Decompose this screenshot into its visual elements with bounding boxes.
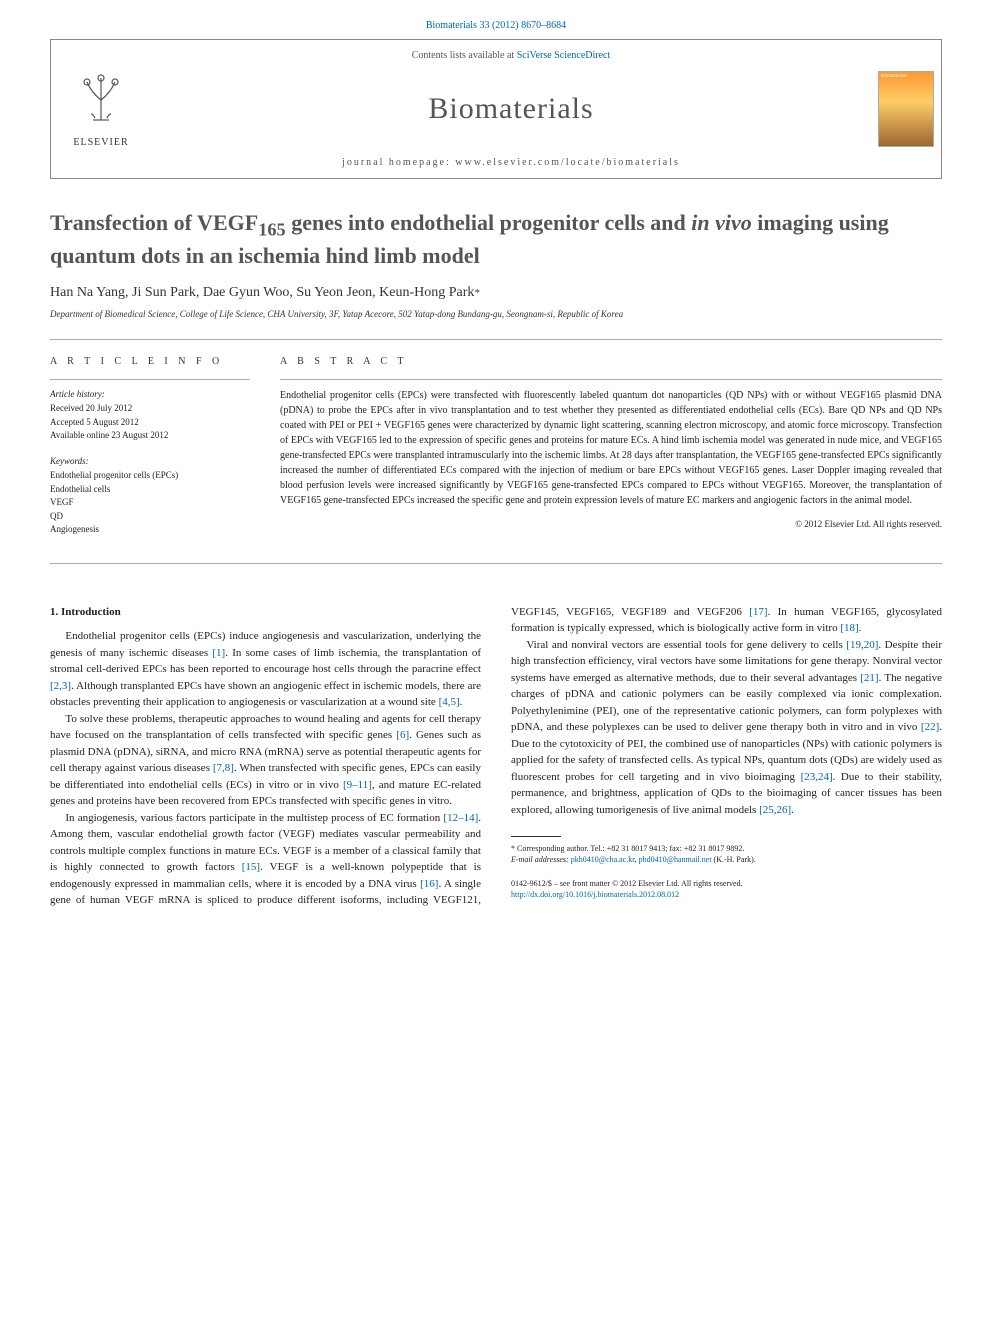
history-block: Article history: Received 20 July 2012 A…: [50, 388, 250, 443]
email-link[interactable]: phd0410@hanmail.net: [639, 855, 712, 864]
ref-link[interactable]: [4,5]: [439, 696, 460, 708]
issn-line: 0142-9612/$ – see front matter © 2012 El…: [511, 878, 942, 889]
ref-link[interactable]: [18]: [840, 622, 858, 634]
ref-link[interactable]: [17]: [749, 606, 767, 618]
authors-text: Han Na Yang, Ji Sun Park, Dae Gyun Woo, …: [50, 285, 474, 300]
elsevier-logo: ELSEVIER: [51, 40, 151, 178]
divider-bottom: [50, 563, 942, 564]
divider-info: [50, 379, 250, 380]
journal-header: ELSEVIER Contents lists available at Sci…: [50, 39, 942, 179]
keyword-item: QD: [50, 510, 250, 524]
top-citation: Biomaterials 33 (2012) 8670–8684: [50, 20, 942, 31]
journal-homepage: journal homepage: www.elsevier.com/locat…: [342, 157, 680, 168]
ref-link[interactable]: [16]: [420, 878, 438, 890]
ref-link[interactable]: [9–11]: [343, 779, 372, 791]
p4-text: Viral and nonviral vectors are essential…: [526, 639, 846, 651]
ref-link[interactable]: [6]: [396, 729, 409, 741]
article-title: Transfection of VEGF165 genes into endot…: [50, 209, 942, 271]
abstract-column: A B S T R A C T Endothelial progenitor c…: [280, 354, 942, 549]
article-info-column: A R T I C L E I N F O Article history: R…: [50, 354, 250, 549]
p3-text: .: [859, 622, 862, 634]
elsevier-tree-icon: [73, 70, 129, 133]
affiliation: Department of Biomedical Science, Colleg…: [50, 309, 942, 319]
homepage-label: journal homepage:: [342, 157, 455, 168]
section-1-head: 1. Introduction: [50, 604, 481, 621]
ref-link[interactable]: [15]: [242, 861, 260, 873]
abstract-copyright: © 2012 Elsevier Ltd. All rights reserved…: [280, 518, 942, 532]
ref-link[interactable]: [12–14]: [443, 812, 478, 824]
info-abstract-row: A R T I C L E I N F O Article history: R…: [50, 340, 942, 563]
keywords-head: Keywords:: [50, 455, 250, 469]
journal-name: Biomaterials: [428, 92, 593, 126]
keyword-item: VEGF: [50, 496, 250, 510]
footer-separator: [511, 836, 561, 837]
title-italic: in vivo: [691, 210, 752, 235]
history-accepted: Accepted 5 August 2012: [50, 416, 250, 430]
ref-link[interactable]: [1]: [212, 647, 225, 659]
intro-paragraph-2: To solve these problems, therapeutic app…: [50, 711, 481, 810]
keyword-item: Endothelial cells: [50, 483, 250, 497]
authors-line: Han Na Yang, Ji Sun Park, Dae Gyun Woo, …: [50, 285, 942, 301]
header-center: Contents lists available at SciVerse Sci…: [151, 40, 871, 178]
email-label: E-mail addresses:: [511, 855, 571, 864]
abstract-text: Endothelial progenitor cells (EPCs) were…: [280, 388, 942, 508]
journal-cover-thumb: Biomaterials: [871, 40, 941, 178]
email-line: E-mail addresses: pkh0410@cha.ac.kr, phd…: [511, 854, 942, 865]
body-columns: 1. Introduction Endothelial progenitor c…: [50, 604, 942, 909]
ref-link[interactable]: [2,3]: [50, 680, 71, 692]
p3-text: In angiogenesis, various factors partici…: [65, 812, 443, 824]
keyword-item: Endothelial progenitor cells (EPCs): [50, 469, 250, 483]
keywords-block: Keywords: Endothelial progenitor cells (…: [50, 455, 250, 537]
ref-link[interactable]: [23,24]: [801, 771, 833, 783]
ref-link[interactable]: [22]: [921, 721, 939, 733]
publisher-name: ELSEVIER: [73, 137, 128, 148]
ref-link[interactable]: [25,26]: [759, 804, 791, 816]
title-part-b: genes into endothelial progenitor cells …: [286, 210, 692, 235]
title-part-a: Transfection of VEGF: [50, 210, 258, 235]
homepage-url[interactable]: www.elsevier.com/locate/biomaterials: [455, 157, 680, 168]
corresponding-marker: *: [474, 287, 480, 299]
history-online: Available online 23 August 2012: [50, 429, 250, 443]
contents-available-line: Contents lists available at SciVerse Sci…: [412, 50, 611, 61]
intro-paragraph-4: Viral and nonviral vectors are essential…: [511, 637, 942, 819]
p1-text: .: [460, 696, 463, 708]
sciencedirect-link[interactable]: SciVerse ScienceDirect: [517, 50, 611, 61]
corresponding-author-note: * Corresponding author. Tel.: +82 31 801…: [511, 843, 942, 854]
email-link[interactable]: pkh0410@cha.ac.kr: [571, 855, 635, 864]
title-subscript: 165: [258, 219, 286, 239]
p4-text: .: [791, 804, 794, 816]
email-suffix: (K.-H. Park).: [712, 855, 756, 864]
article-info-head: A R T I C L E I N F O: [50, 354, 250, 369]
divider-abs: [280, 379, 942, 380]
intro-paragraph-1: Endothelial progenitor cells (EPCs) indu…: [50, 628, 481, 711]
ref-link[interactable]: [19,20]: [846, 639, 878, 651]
keyword-item: Angiogenesis: [50, 523, 250, 537]
ref-link[interactable]: [21]: [860, 672, 878, 684]
history-received: Received 20 July 2012: [50, 402, 250, 416]
contents-prefix: Contents lists available at: [412, 50, 517, 61]
abstract-head: A B S T R A C T: [280, 354, 942, 369]
p1-text: . Although transplanted EPCs have shown …: [50, 680, 481, 709]
cover-image-icon: Biomaterials: [878, 71, 934, 147]
ref-link[interactable]: [7,8]: [213, 762, 234, 774]
footer-block: * Corresponding author. Tel.: +82 31 801…: [511, 836, 942, 901]
doi-link[interactable]: http://dx.doi.org/10.1016/j.biomaterials…: [511, 889, 942, 901]
history-head: Article history:: [50, 388, 250, 402]
